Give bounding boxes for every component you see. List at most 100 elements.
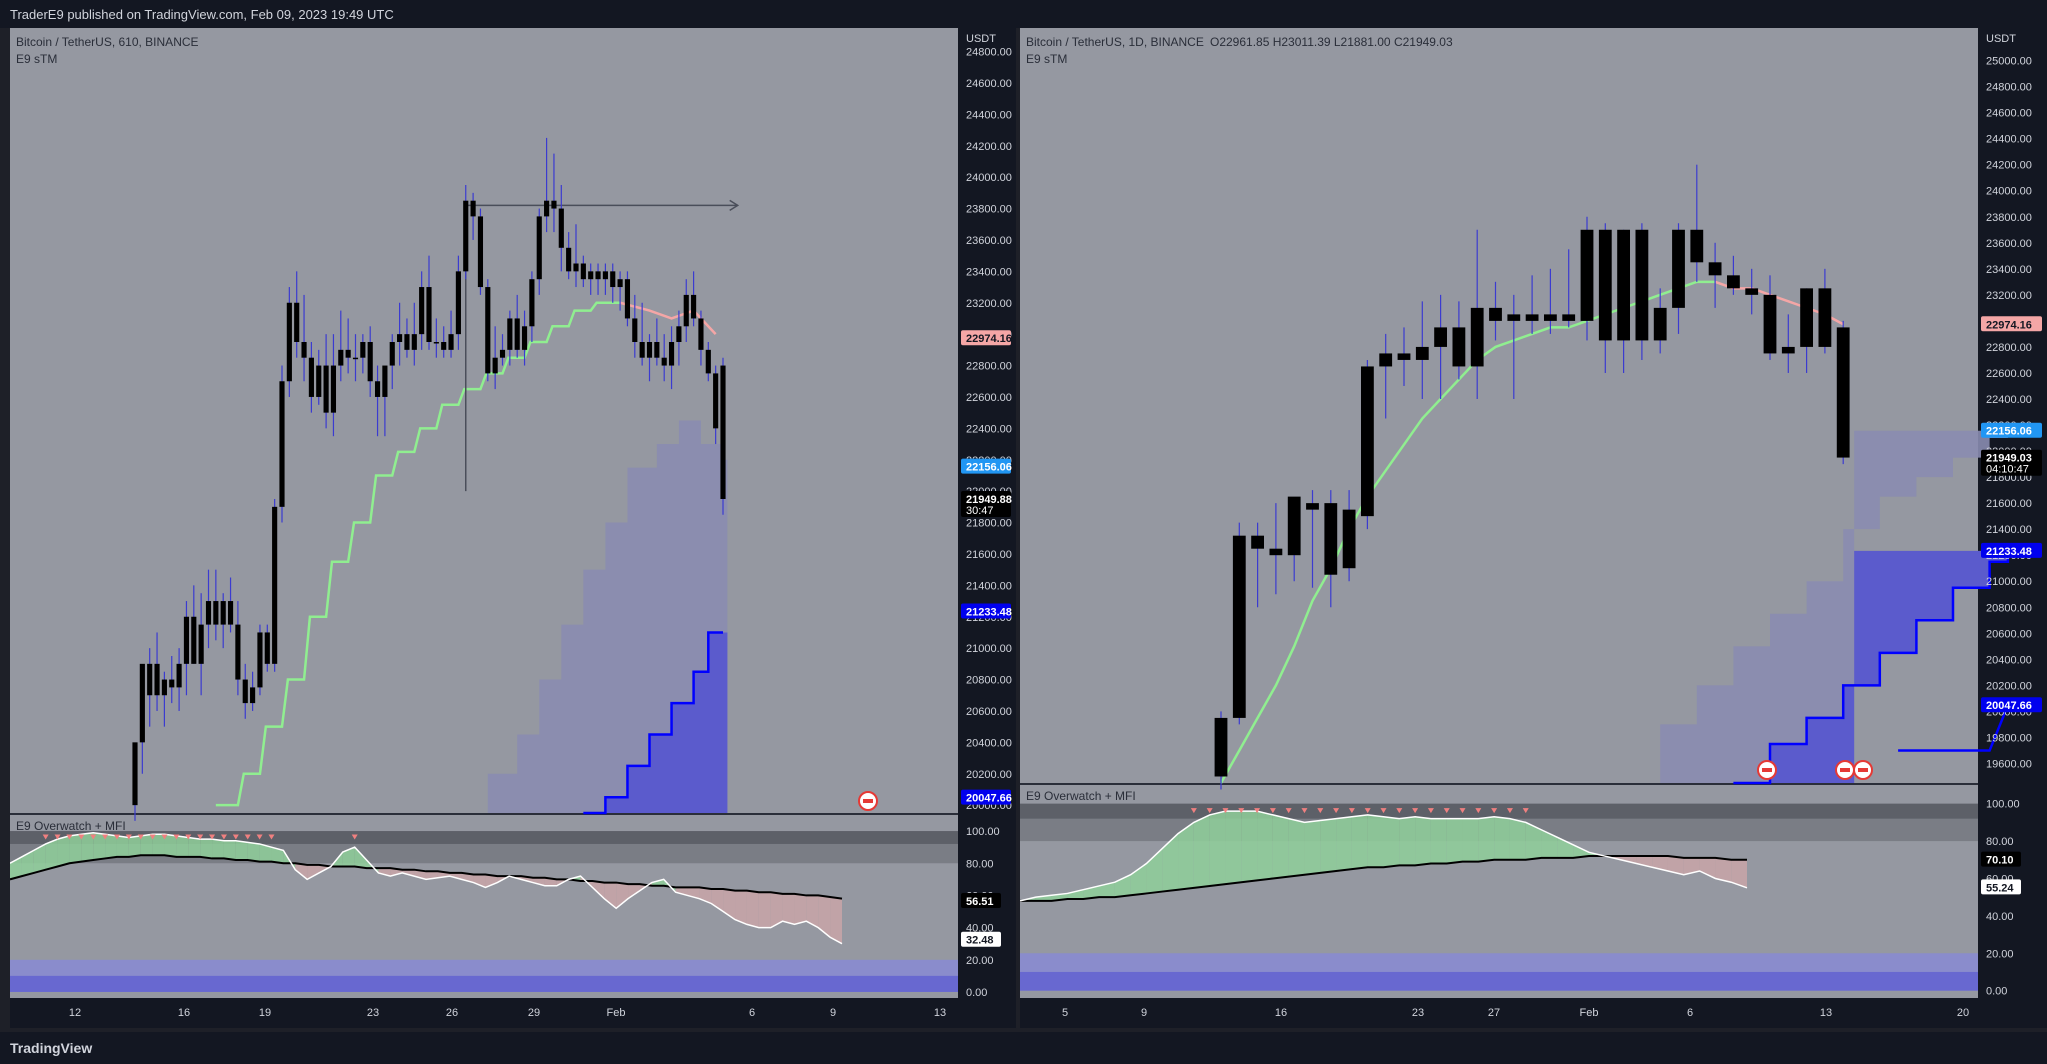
candle-body <box>235 624 241 680</box>
countdown-label: 30:47 <box>966 505 994 517</box>
candle-body <box>1763 294 1777 354</box>
candle-body <box>624 279 631 319</box>
candle-body <box>389 342 395 366</box>
mfi-fill-segment <box>1272 814 1289 879</box>
time-tick-label: 29 <box>528 1007 540 1019</box>
price-tick-label: 23600.00 <box>1986 238 2032 250</box>
left-chart-pane[interactable]: 24800.00 24600.00 24400.00 24200.00 24000.00… <box>9 28 1016 1028</box>
overbought-marker <box>244 834 251 840</box>
price-tick-label: 21600.00 <box>966 549 1012 561</box>
mfi-fill-segment <box>1162 833 1179 892</box>
overbought-marker <box>161 834 168 840</box>
candle-body <box>1562 314 1576 321</box>
overbought-marker <box>1491 808 1498 814</box>
event-flag-stripe <box>1858 768 1868 772</box>
price-tick-label: 20800.00 <box>966 675 1012 687</box>
mfi-tick-label: 0.00 <box>966 987 987 999</box>
candle-body <box>455 271 461 335</box>
mfi-fill-segment <box>152 834 165 856</box>
mfi-fill-segment <box>128 835 141 857</box>
price-tick-label: 20600.00 <box>966 706 1012 718</box>
candle-body <box>286 302 292 382</box>
candle-body <box>661 357 667 366</box>
mfi-fill-segment <box>1225 811 1242 885</box>
price-tick-label: 22800.00 <box>1986 342 2032 354</box>
price-axis-background <box>958 28 1016 1028</box>
candle-body <box>1397 353 1411 360</box>
price-tick-label: 23800.00 <box>1986 212 2032 224</box>
price-label-text: 21233.48 <box>1986 546 2032 558</box>
mfi-tick-label: 100.00 <box>1986 799 2020 811</box>
time-tick-label: 20 <box>1957 1007 1969 1019</box>
price-tick-label: 20200.00 <box>966 769 1012 781</box>
candle-body <box>1470 307 1484 367</box>
mfi-fill-segment <box>1430 818 1447 864</box>
mfi-fill-segment <box>628 884 640 899</box>
band-light-area <box>1623 430 2008 783</box>
price-label-text: 22156.06 <box>966 462 1012 474</box>
candle-body <box>301 342 307 358</box>
mfi-fill-segment <box>1067 889 1084 900</box>
candle-body <box>1781 346 1795 354</box>
candle-body <box>477 216 484 288</box>
price-tick-label: 23400.00 <box>1986 264 2032 276</box>
band-dark-area <box>1733 550 2008 783</box>
candle-body <box>411 334 417 350</box>
mfi-fill-segment <box>461 872 474 883</box>
candle-body <box>316 365 322 397</box>
right-chart-pane[interactable]: 25000.00 24800.00 24600.00 24400.00 24200.00… <box>1019 28 2047 1028</box>
price-label-text: 21233.48 <box>966 606 1012 618</box>
price-tick-label: 23200.00 <box>966 298 1012 310</box>
mfi-fill-segment <box>818 895 831 938</box>
candle-body <box>1745 288 1759 295</box>
price-tick-label: 24000.00 <box>966 172 1012 184</box>
tradingview-logo: TradingView <box>10 1040 93 1056</box>
left-chart-svg[interactable]: 24800.00 24600.00 24400.00 24200.00 24000.00… <box>9 28 1016 1028</box>
candle-body <box>1507 314 1521 321</box>
mfi-fill-segment <box>1193 814 1210 888</box>
time-tick-label: 6 <box>749 1007 755 1019</box>
mfi-fill-segment <box>1446 818 1463 864</box>
band-dark-area <box>583 632 728 813</box>
candle-body <box>1635 229 1649 341</box>
mfi-tick-label: 40.00 <box>1986 911 2014 923</box>
time-tick-label: 6 <box>1687 1007 1693 1019</box>
mfi-fill-segment <box>711 889 724 912</box>
price-tick-label: 21000.00 <box>1986 576 2032 588</box>
candle-body <box>323 365 329 413</box>
mfi-fill-segment <box>140 834 153 856</box>
candle-body <box>544 200 550 217</box>
indicator-name: E9 sTM <box>16 52 57 66</box>
mfi-fill-segment <box>592 880 605 899</box>
candle-body <box>220 601 226 625</box>
mfi-line <box>9 831 843 945</box>
mfi-fill-segment <box>1731 859 1747 888</box>
time-tick-label: 16 <box>1275 1007 1287 1019</box>
price-label-text: 22156.06 <box>1986 426 2032 438</box>
mfi-fill-segment <box>426 871 438 880</box>
overbought-marker <box>1333 808 1340 814</box>
currency-label: USDT <box>1986 33 2016 45</box>
mfi-fill-segment <box>806 895 819 928</box>
candle-body <box>580 263 586 280</box>
candle-body <box>183 616 190 664</box>
candle-body <box>338 349 344 366</box>
mfi-fill-segment <box>1509 818 1526 860</box>
price-tick-label: 24400.00 <box>966 109 1012 121</box>
mfi-fill-segment <box>1209 811 1226 886</box>
candle-body <box>169 679 175 688</box>
right-chart-svg[interactable]: 25000.00 24800.00 24600.00 24400.00 24200.00… <box>1019 28 2047 1028</box>
candle-body <box>374 381 381 397</box>
candle-body <box>1360 366 1374 517</box>
price-label-box <box>961 491 1011 518</box>
mfi-fill-segment <box>354 847 367 869</box>
mfi-fill-segment <box>1541 829 1558 858</box>
price-tick-label: 23400.00 <box>966 266 1012 278</box>
overbought-marker <box>66 834 73 840</box>
price-label-box <box>961 330 1011 346</box>
mfi-value-box <box>961 931 1001 947</box>
candle-body <box>646 342 653 358</box>
overbought-marker <box>1301 808 1308 814</box>
price-tick-label: 22600.00 <box>966 392 1012 404</box>
mfi-fill-segment <box>1035 895 1052 901</box>
